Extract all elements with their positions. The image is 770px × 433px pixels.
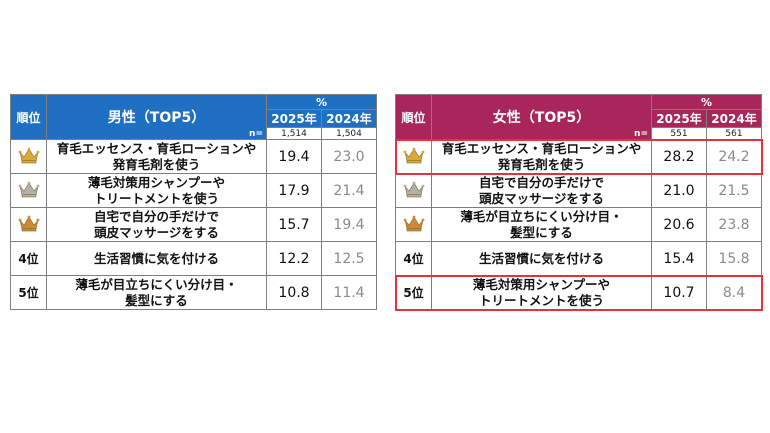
value-2024: 12.5 [321, 241, 377, 276]
percent-label: % [651, 94, 762, 110]
item-label: 薄毛が目立ちにくい分け目・ 髪型にする [431, 207, 652, 242]
table-title: 女性（TOP5） n= [431, 94, 652, 140]
n-2024: 1,504 [321, 127, 377, 140]
table-row: 育毛エッセンス・育毛ローションや 発育毛剤を使う 28.2 24.2 [395, 139, 762, 174]
value-2024: 23.8 [706, 207, 762, 242]
value-2024: 24.2 [706, 139, 762, 174]
value-2025: 12.2 [266, 241, 322, 276]
rank-label: 4位 [10, 241, 47, 276]
item-line: トリートメントを使う [478, 292, 604, 308]
item-line: 生活習慣に気を付ける [93, 250, 219, 266]
item-line: 髪型にする [125, 292, 188, 308]
value-2024: 15.8 [706, 241, 762, 276]
table-row: 5位 薄毛が目立ちにくい分け目・ 髪型にする 10.8 11.4 [10, 275, 377, 310]
percent-label: % [266, 94, 377, 110]
item-label: 薄毛対策用シャンプーや トリートメントを使う [431, 275, 652, 310]
value-2024: 21.4 [321, 173, 377, 208]
value-2024: 8.4 [706, 275, 762, 310]
table-row: 4位 生活習慣に気を付ける 15.4 15.8 [395, 241, 762, 276]
item-line: 発育毛剤を使う [497, 156, 586, 172]
value-2025: 20.6 [651, 207, 707, 242]
value-2025: 15.7 [266, 207, 322, 242]
n-2025: 551 [651, 127, 707, 140]
table-row: 育毛エッセンス・育毛ローションや 発育毛剤を使う 19.4 23.0 [10, 139, 377, 174]
item-line: 薄毛が目立ちにくい分け目・ [75, 276, 238, 292]
year-2025-header: 2025年 [266, 109, 322, 128]
value-2025: 21.0 [651, 173, 707, 208]
item-label: 育毛エッセンス・育毛ローションや 発育毛剤を使う [46, 139, 267, 174]
crown-icon [395, 139, 432, 174]
table-row: 5位 薄毛対策用シャンプーや トリートメントを使う 10.7 8.4 [395, 275, 762, 310]
rank-label: 4位 [395, 241, 432, 276]
item-label: 薄毛対策用シャンプーや トリートメントを使う [46, 173, 267, 208]
men-rows: 育毛エッセンス・育毛ローションや 発育毛剤を使う 19.4 23.0 薄毛対策用シャンプ… [10, 139, 377, 310]
table-row: 薄毛が目立ちにくい分け目・ 髪型にする 20.6 23.8 [395, 207, 762, 242]
year-2024-header: 2024年 [706, 109, 762, 128]
item-line: 薄毛が目立ちにくい分け目・ [460, 208, 623, 224]
item-line: 頭皮マッサージをする [94, 224, 219, 240]
crown-icon [10, 139, 47, 174]
rank-label: 5位 [395, 275, 432, 310]
rank-header: 順位 [395, 94, 432, 140]
rank-header: 順位 [10, 94, 47, 140]
n-label: n= [249, 129, 263, 139]
table-row: 4位 生活習慣に気を付ける 12.2 12.5 [10, 241, 377, 276]
crown-icon [403, 180, 425, 201]
item-line: 薄毛対策用シャンプーや [472, 276, 611, 292]
value-2024: 23.0 [321, 139, 377, 174]
table-title: 男性（TOP5） n= [46, 94, 267, 140]
item-label: 自宅で自分の手だけで 頭皮マッサージをする [431, 173, 652, 208]
crown-icon [395, 173, 432, 208]
item-label: 生活習慣に気を付ける [431, 241, 652, 276]
women-ranking-table: 順位 女性（TOP5） n= % 2025年 2024年 551 561 育毛エ… [395, 94, 762, 310]
value-2025: 15.4 [651, 241, 707, 276]
item-line: トリートメントを使う [93, 190, 219, 206]
item-line: 育毛エッセンス・育毛ローションや [441, 140, 642, 156]
item-line: 薄毛対策用シャンプーや [87, 174, 226, 190]
item-line: 発育毛剤を使う [112, 156, 201, 172]
value-2025: 19.4 [266, 139, 322, 174]
item-line: 自宅で自分の手だけで [478, 174, 604, 190]
n-2024: 561 [706, 127, 762, 140]
table-row: 自宅で自分の手だけで 頭皮マッサージをする 15.7 19.4 [10, 207, 377, 242]
crown-icon [395, 207, 432, 242]
title-text: 女性（TOP5） [492, 110, 591, 126]
item-line: 髪型にする [510, 224, 573, 240]
item-line: 自宅で自分の手だけで [93, 208, 219, 224]
value-2024: 21.5 [706, 173, 762, 208]
item-line: 生活習慣に気を付ける [478, 250, 604, 266]
women-rows: 育毛エッセンス・育毛ローションや 発育毛剤を使う 28.2 24.2 自宅で自分の手だけ… [395, 139, 762, 310]
crown-icon [403, 146, 425, 167]
item-label: 生活習慣に気を付ける [46, 241, 267, 276]
item-line: 頭皮マッサージをする [479, 190, 604, 206]
crown-icon [403, 214, 425, 235]
value-2025: 10.7 [651, 275, 707, 310]
value-2025: 10.8 [266, 275, 322, 310]
item-label: 薄毛が目立ちにくい分け目・ 髪型にする [46, 275, 267, 310]
n-label: n= [634, 129, 648, 139]
title-text: 男性（TOP5） [107, 110, 206, 126]
item-line: 育毛エッセンス・育毛ローションや [56, 140, 257, 156]
crown-icon [18, 146, 40, 167]
value-2025: 28.2 [651, 139, 707, 174]
value-2024: 11.4 [321, 275, 377, 310]
value-2024: 19.4 [321, 207, 377, 242]
item-label: 自宅で自分の手だけで 頭皮マッサージをする [46, 207, 267, 242]
crown-icon [10, 207, 47, 242]
n-2025: 1,514 [266, 127, 322, 140]
crown-icon [18, 214, 40, 235]
item-label: 育毛エッセンス・育毛ローションや 発育毛剤を使う [431, 139, 652, 174]
men-ranking-table: 順位 男性（TOP5） n= % 2025年 2024年 1,514 1,504… [10, 94, 377, 310]
crown-icon [10, 173, 47, 208]
table-row: 自宅で自分の手だけで 頭皮マッサージをする 21.0 21.5 [395, 173, 762, 208]
value-2025: 17.9 [266, 173, 322, 208]
table-row: 薄毛対策用シャンプーや トリートメントを使う 17.9 21.4 [10, 173, 377, 208]
year-2024-header: 2024年 [321, 109, 377, 128]
rank-label: 5位 [10, 275, 47, 310]
year-2025-header: 2025年 [651, 109, 707, 128]
crown-icon [18, 180, 40, 201]
